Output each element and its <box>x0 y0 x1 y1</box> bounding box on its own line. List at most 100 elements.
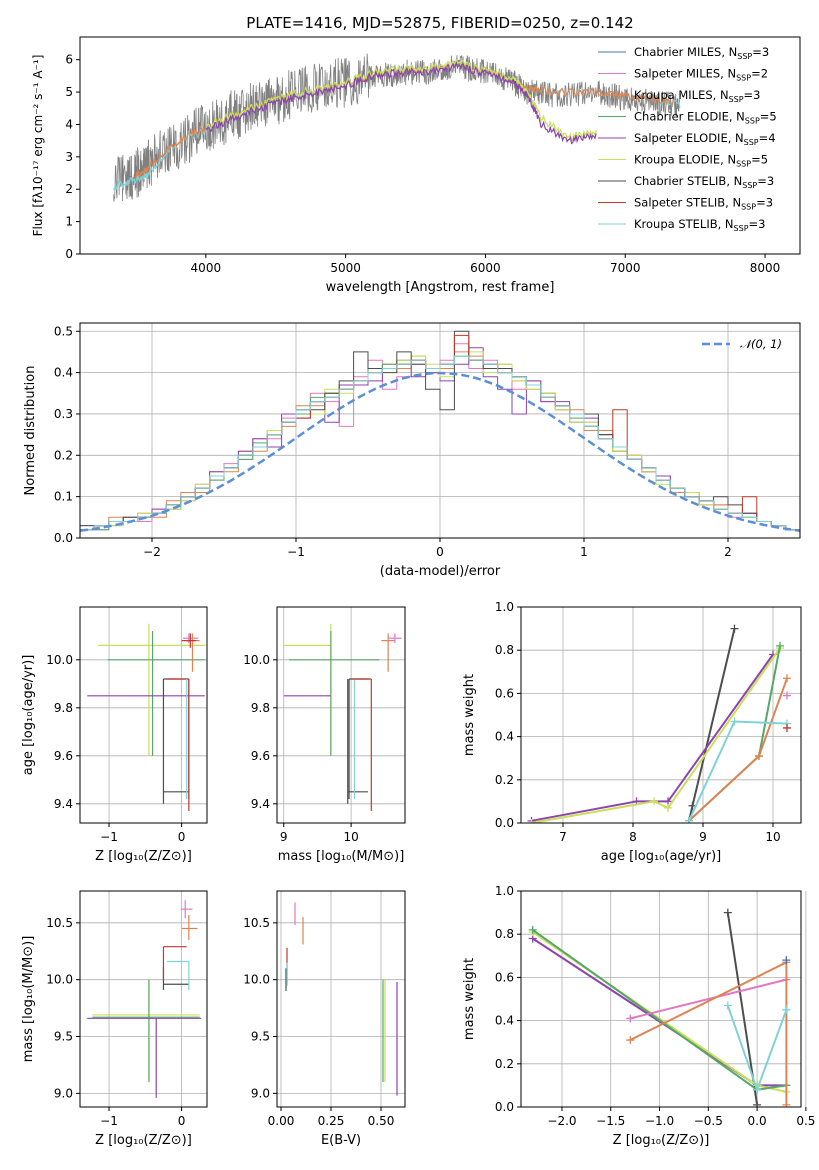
legend: 𝒩(0, 1) <box>702 337 782 351</box>
tick-label-y: 0.0 <box>495 816 514 830</box>
legend-entry: Salpeter ELODIE, NSSP=4 <box>634 131 776 147</box>
tick-label-x: 0.50 <box>368 1114 395 1128</box>
axes-frame <box>520 606 802 824</box>
x-axis-label: Z [log₁₀(Z/Z⊙)] <box>95 849 192 864</box>
data-point <box>723 908 732 917</box>
series-line <box>531 647 781 823</box>
x-axis-label: (data-model)/error <box>380 564 501 579</box>
spectrum-model-line <box>205 57 597 142</box>
data-point <box>730 717 739 726</box>
legend-entry: Kroupa STELIB, NSSP=3 <box>634 217 765 233</box>
tick-label-x: −0.5 <box>694 1114 723 1128</box>
data-point <box>783 691 791 700</box>
tick-label-y: 0.2 <box>495 1057 514 1071</box>
data-point <box>776 641 784 650</box>
tick-label-y: 0.4 <box>54 366 73 380</box>
tick-label-x: −2.0 <box>547 1114 576 1128</box>
tick-label-y: 9.0 <box>54 1086 73 1100</box>
chart-spectrum: 4000 5000 6000 7000 8000 0 1 2 3 4 5 6 wavelength [A… <box>31 36 801 295</box>
tick-label-x: 4000 <box>191 261 222 275</box>
data-point <box>650 797 658 806</box>
tick-label-x: 10 <box>765 830 780 844</box>
plot-area-age-vs-mass <box>283 623 402 811</box>
tick-label-y: 1.0 <box>495 600 514 614</box>
x-axis-label: E(B-V) <box>321 1133 361 1148</box>
legend: Chabrier MILES, NSSP=3 Salpeter MILES, NS… <box>598 45 777 233</box>
tick-label-y: 0.1 <box>54 490 73 504</box>
tick-label-x: 7 <box>559 830 567 844</box>
x-axis-label: wavelength [Angstrom, rest frame] <box>326 280 555 295</box>
histogram-step <box>80 355 800 531</box>
tick-label-y: 0.8 <box>495 643 514 657</box>
legend-entry: Chabrier MILES, NSSP=3 <box>634 45 769 61</box>
data-point <box>685 816 693 823</box>
chart-age-vs-Z: −1 0 9.4 9.6 9.8 10.0 Z [log₁₀(Z/Z⊙)] age [log₁… <box>21 606 208 864</box>
tick-label-x: −1 <box>287 545 305 559</box>
tick-label-y: 0.0 <box>54 531 73 545</box>
data-point <box>783 723 791 732</box>
data-point <box>723 1001 732 1010</box>
tick-label-y: 10.5 <box>46 916 73 930</box>
plot-area-spectrum <box>113 53 682 202</box>
data-point <box>782 1100 791 1107</box>
tick-label-y: 0.5 <box>54 324 73 338</box>
tick-label-x: 0 <box>178 1114 186 1128</box>
tick-label-x: −1.5 <box>596 1114 625 1128</box>
y-axis-label: mass [log₁₀(M/M⊙)] <box>21 936 36 1063</box>
y-axis-label: Normed distribution <box>23 366 38 496</box>
tick-label-x: −1 <box>100 1114 118 1128</box>
y-axis-label: Flux [fλ10⁻¹⁷ erg cm⁻² s⁻¹ A⁻¹] <box>31 55 45 237</box>
tick-label-y: 10.0 <box>243 653 270 667</box>
data-point <box>664 803 672 812</box>
tick-label-y: 10.5 <box>243 916 270 930</box>
tick-label-y: 0.2 <box>495 773 514 787</box>
plot-area-mass-weight-vs-age <box>527 624 791 823</box>
chart-mass-vs-EBV: 0.00 0.25 0.50 9.0 9.5 10.0 10.5 E(B-V) <box>243 890 406 1148</box>
chart-mass-weight-vs-Z: −2.0 −1.5 −1.0 −0.5 0.0 0.5 0.0 0.2 0.4 0.6 0.8 1.0… <box>462 884 815 1148</box>
tick-label-y: 2 <box>65 182 73 196</box>
axes-frame <box>79 890 208 1108</box>
tick-label-x: 10 <box>343 830 358 844</box>
tick-label-x: 0.5 <box>796 1114 815 1128</box>
series-line <box>531 653 774 822</box>
grid-mass-vs-Z <box>80 891 207 1107</box>
axes-frame <box>79 606 208 824</box>
tick-label-y: 9.6 <box>251 749 270 763</box>
legend-entry: Chabrier ELODIE, NSSP=5 <box>634 110 777 126</box>
tick-label-x: 6000 <box>470 261 501 275</box>
legend-entry: Kroupa ELODIE, NSSP=5 <box>634 153 768 169</box>
tick-label-y: 9.5 <box>54 1030 73 1044</box>
tick-label-y: 0.4 <box>495 730 514 744</box>
tick-label-y: 1 <box>65 215 73 229</box>
tick-label-y: 10.0 <box>46 973 73 987</box>
data-point <box>626 1036 635 1045</box>
plot-area-mass-vs-Z <box>87 900 202 1098</box>
chart-age-vs-mass: 9 10 9.4 9.6 9.8 10.0 mass [log₁₀(M/M⊙)] <box>243 606 406 864</box>
legend-entry: Salpeter MILES, NSSP=2 <box>634 67 768 83</box>
chart-mass-weight-vs-age: 7 8 9 10 0.0 0.2 0.4 0.6 0.8 1.0 age [log₁₀(age/yr… <box>462 600 802 864</box>
data-point <box>782 956 791 965</box>
y-axis-label: mass weight <box>462 958 477 1040</box>
tick-label-y: 9.5 <box>251 1030 270 1044</box>
data-point <box>783 674 791 683</box>
tick-label-y: 0.4 <box>495 1014 514 1028</box>
tick-label-x: 9 <box>280 830 288 844</box>
data-point <box>626 1014 635 1023</box>
series-line <box>630 978 787 1020</box>
tick-label-y: 0.3 <box>54 407 73 421</box>
tick-label-x: −2 <box>143 545 161 559</box>
grid-age-vs-Z <box>80 607 207 823</box>
figure-title: PLATE=1416, MJD=52875, FIBERID=0250, z=0… <box>246 14 633 32</box>
plot-area-age-vs-Z <box>87 623 206 811</box>
tick-label-y: 0.2 <box>54 448 73 462</box>
spectrum-model-line <box>205 61 597 145</box>
data-point <box>527 819 536 823</box>
x-axis-label: Z [log₁₀(Z/Z⊙)] <box>95 1133 192 1148</box>
x-axis-label: mass [log₁₀(M/M⊙)] <box>278 849 405 864</box>
axes-frame <box>276 606 406 824</box>
tick-label-y: 0.6 <box>495 970 514 984</box>
tick-label-y: 9.6 <box>54 749 73 763</box>
tick-label-y: 1.0 <box>495 884 514 898</box>
tick-label-y: 10.0 <box>46 653 73 667</box>
